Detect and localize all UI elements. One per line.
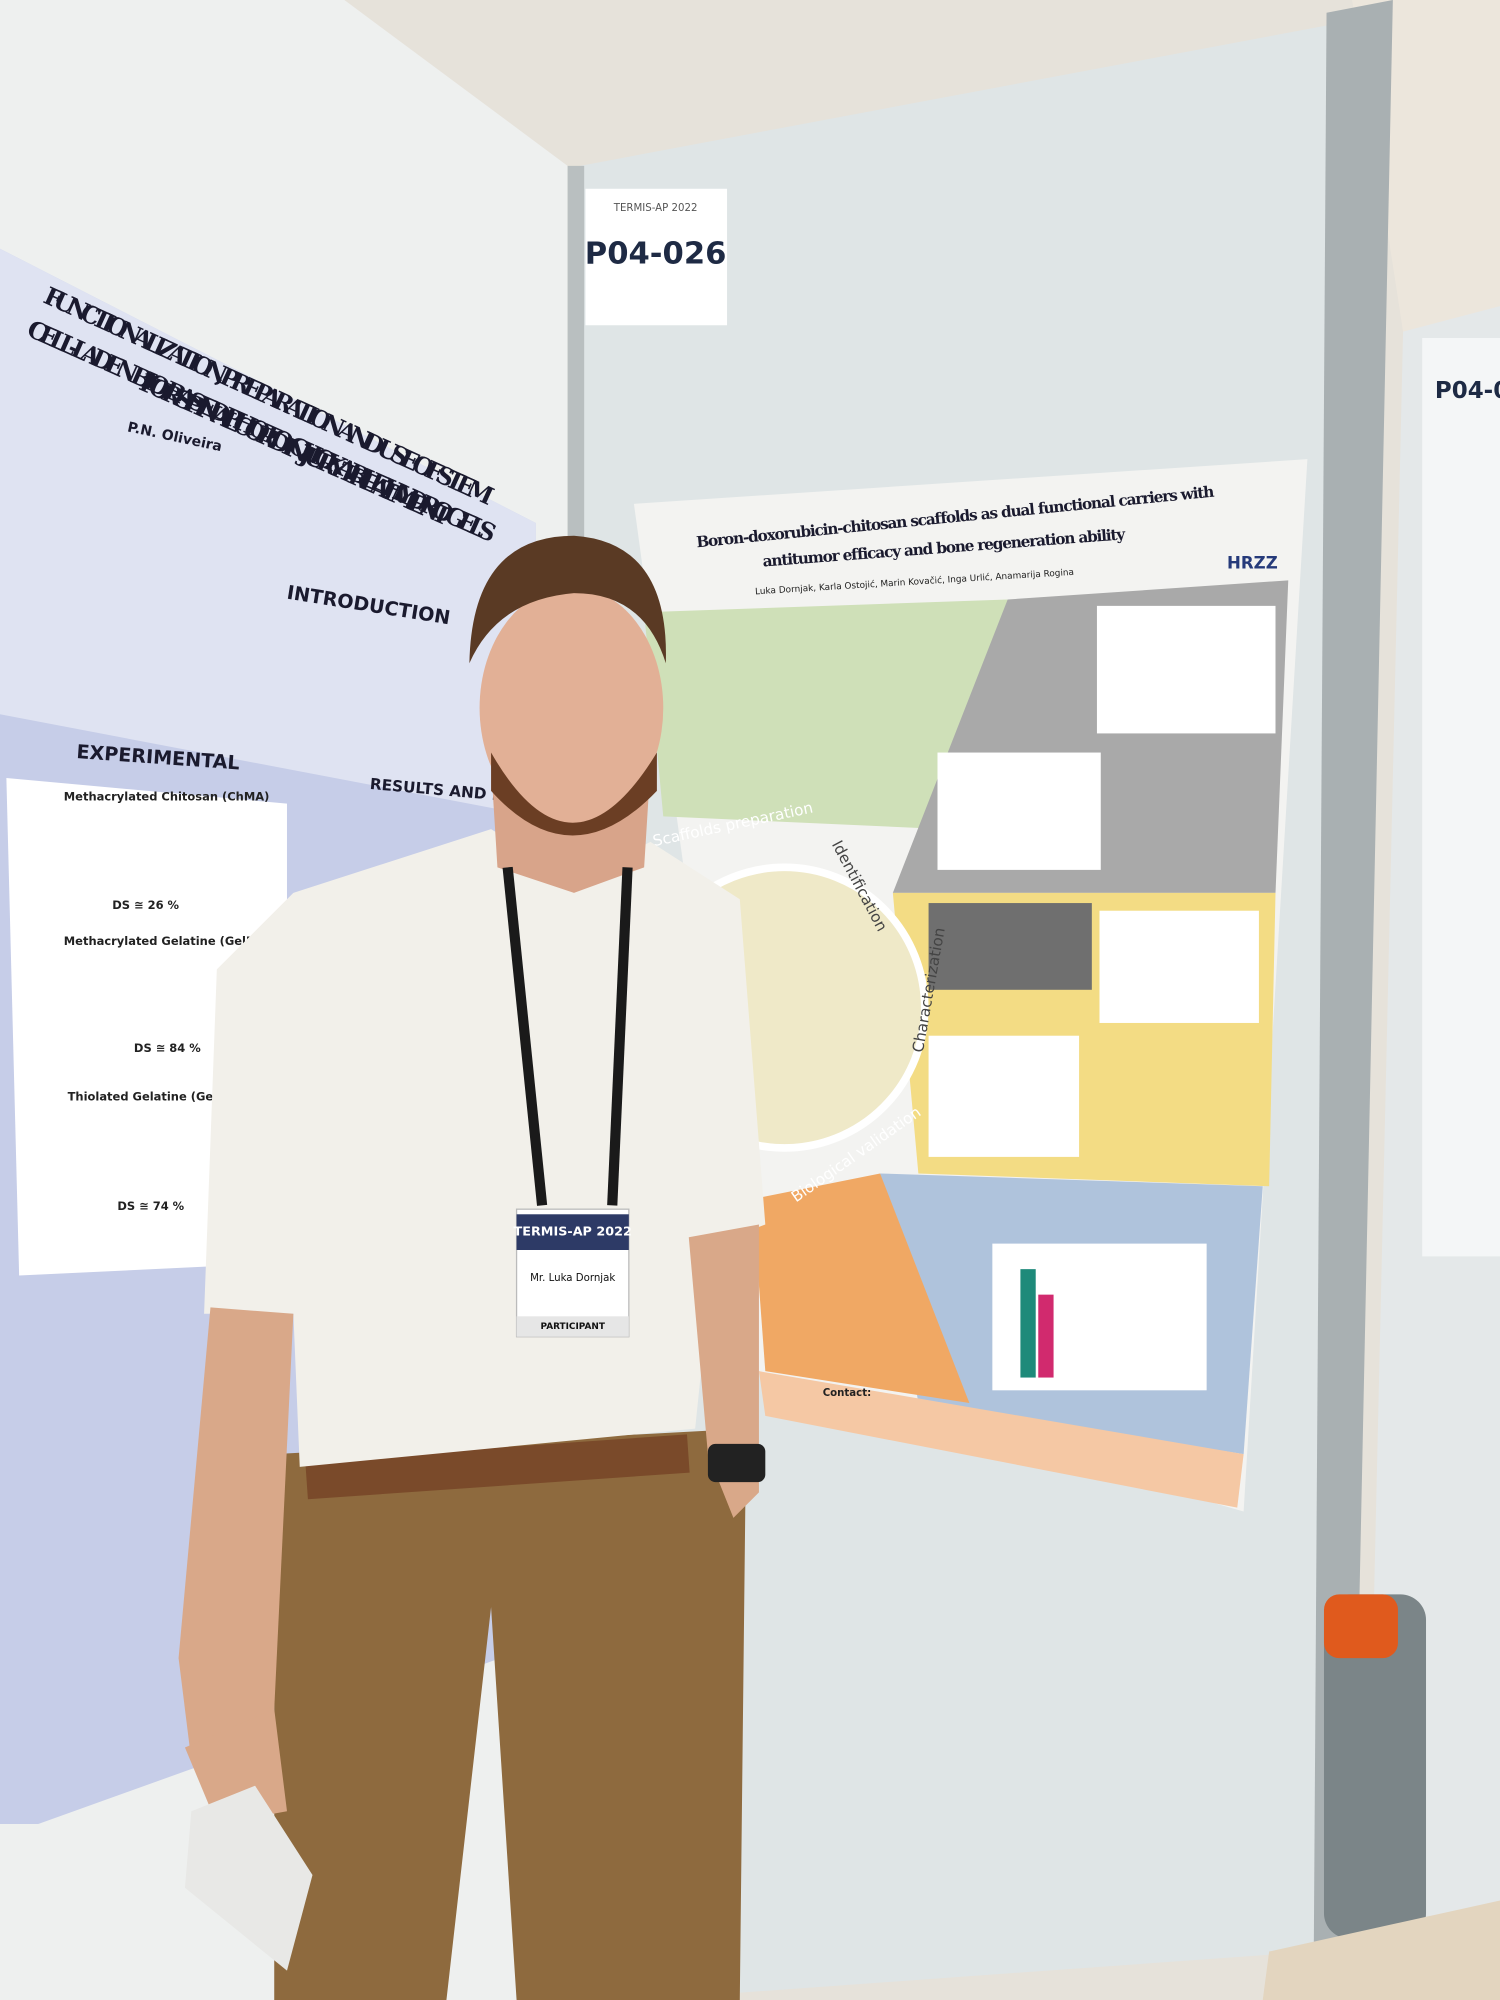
degree-label: DS ≅ 84 %	[134, 1041, 201, 1055]
hair	[469, 535, 666, 664]
face	[479, 586, 664, 830]
belt	[305, 1434, 690, 1500]
figure	[1099, 910, 1259, 1023]
bottle-cap	[1323, 1594, 1398, 1659]
figure	[928, 903, 1092, 990]
badge-banner	[516, 1214, 629, 1250]
contact-label: Contact:	[823, 1388, 871, 1399]
neighbor-poster	[1422, 338, 1500, 1257]
degree-label: DS ≅ 74 %	[117, 1199, 184, 1213]
frame-post	[1313, 0, 1393, 1952]
neighbor-code: P04-0	[1435, 378, 1500, 404]
badge-event: TERMIS-AP 2022	[514, 1225, 632, 1240]
poster-section-prep	[644, 599, 1008, 830]
material-label: Thiolated Gelatine (GelSH)	[68, 1089, 241, 1103]
hand	[184, 1709, 287, 1824]
bottle	[1323, 1594, 1427, 1939]
funder: HRZZ	[1227, 553, 1278, 572]
badge-footer	[516, 1316, 629, 1337]
material-label: Methacrylated Chitosan (ChMA)	[64, 790, 270, 804]
beard	[491, 752, 657, 836]
figure-bar	[1020, 1269, 1036, 1378]
mask	[184, 1785, 313, 1971]
figure	[1096, 605, 1276, 734]
material-label: Methacrylated Gelatine (GelMA)	[64, 934, 272, 948]
lanyard	[607, 867, 633, 1206]
bag	[1262, 1900, 1500, 2000]
watch	[707, 1443, 766, 1483]
left-poster-header	[0, 248, 536, 817]
badge-role: PARTICIPANT	[540, 1322, 605, 1332]
figure	[937, 752, 1101, 870]
booth-code: P04-026	[585, 237, 727, 272]
figure	[928, 1035, 1080, 1157]
lanyard	[502, 866, 548, 1206]
poster-footer	[758, 1371, 1244, 1508]
figure-bar	[1038, 1294, 1054, 1378]
booth-conference: TERMIS-AP 2022	[613, 203, 698, 214]
badge-name: Mr. Luka Dornjak	[530, 1273, 615, 1284]
poster-section-orange	[752, 1173, 970, 1404]
trousers	[274, 1428, 747, 2000]
booth-card	[585, 188, 728, 326]
arm	[178, 1307, 294, 1761]
degree-label: DS ≅ 26 %	[112, 898, 179, 912]
